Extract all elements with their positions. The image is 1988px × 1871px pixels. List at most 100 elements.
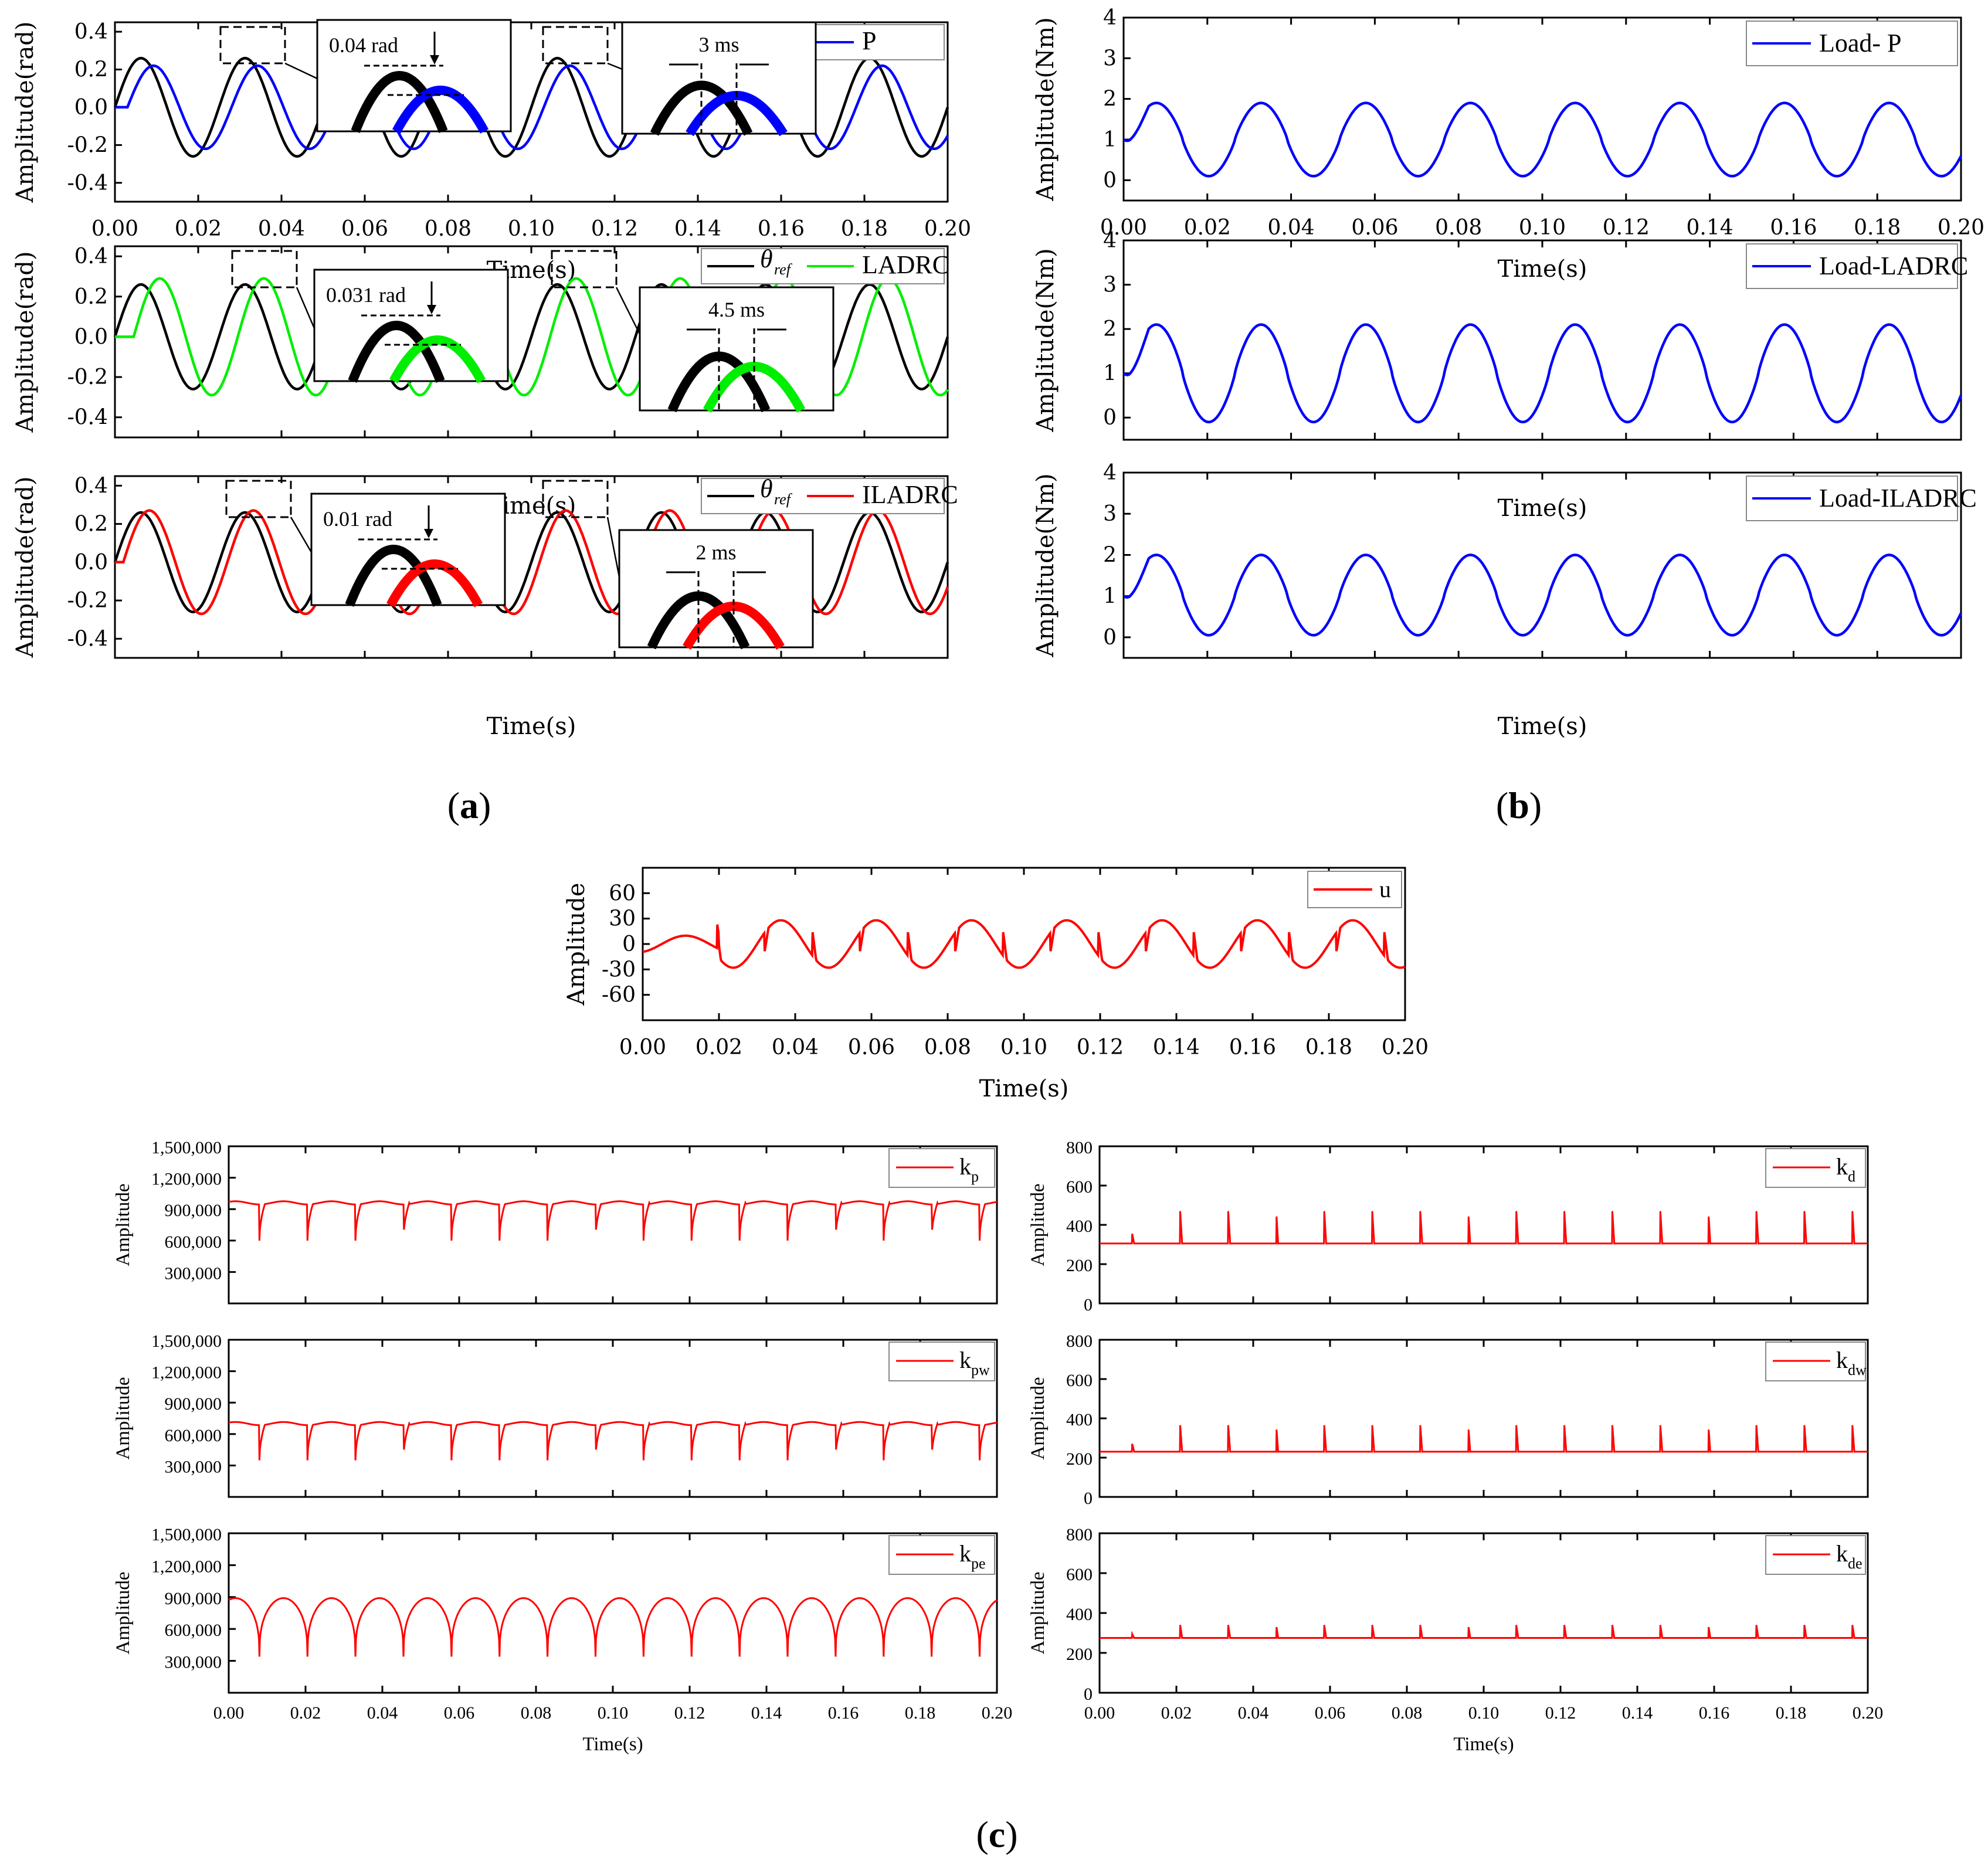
x-tick-label: 0.16 [1770,216,1817,240]
arrow-head [427,305,436,314]
y-tick-label: 3 [1103,273,1117,297]
x-tick-label: 0.00 [619,1035,666,1060]
y-axis-label: Amplitude(rad) [12,22,39,203]
x-tick-label: 0.16 [828,1703,859,1723]
y-tick-label: 600 [1066,1565,1093,1584]
y-tick-label: 600,000 [165,1621,222,1640]
inset-pointer [284,62,318,80]
y-axis-label: Amplitude [1027,1183,1049,1266]
x-tick-label: 0.12 [1545,1703,1576,1723]
y-tick-label: -0.4 [67,627,108,651]
inset-time-delay: 4.5 ms [615,286,834,413]
y-tick-label: 300,000 [165,1264,222,1283]
legend-sub: de [1848,1555,1863,1572]
chart-c_kpe: 0.00 0.02 0.04 0.06 0.08 0.10 0.12 0.14 0.16 0.18… [113,1525,1012,1755]
y-tick-label: 4 [1103,461,1117,485]
chart-a3: -0.4 -0.2 0.0 0.2 0.4 Amplitude(rad) Time(s) θ r… [12,474,958,740]
chart-a1: 0.00 0.02 0.04 0.06 0.08 0.10 0.12 0.14 0.16 0.18… [12,19,971,284]
y-tick-label: 600 [1066,1177,1093,1197]
y-tick-label: 1 [1103,362,1117,386]
x-tick-label: 0.10 [1519,216,1566,240]
gain-line [1100,1211,1868,1245]
y-tick-label: 200 [1066,1449,1093,1469]
x-tick-label: 0.10 [508,217,555,241]
y-axis-label: Amplitude [1027,1377,1049,1459]
inset-ref-peak [351,71,448,133]
zoom-marker [551,250,618,288]
legend-label: Load-LADRC [1819,252,1968,280]
x-tick-label: 0.08 [1392,1703,1423,1723]
y-tick-label: 600,000 [165,1426,222,1445]
inset-amplitude-error: 0.04 rad [284,19,512,134]
y-tick-label: -0.2 [67,133,108,157]
y-tick-label: 0.2 [74,512,108,536]
legend-label: k [1836,1540,1848,1567]
legend-label: LADRC [862,250,949,279]
arrow-head [430,55,439,64]
inset-ctrl-peak [386,559,483,607]
y-tick-label: 0.4 [74,245,108,269]
x-tick-label: 0.08 [425,217,471,241]
inset-ctrl-peak [389,335,486,383]
legend-ref-sub: ref [774,491,793,508]
y-axis-label: Amplitude(rad) [12,477,39,658]
y-tick-label: 200 [1066,1256,1093,1275]
inset-pointer [606,517,620,578]
x-tick-label: 0.06 [444,1703,475,1723]
x-tick-label: 0.06 [848,1035,895,1060]
time-delay-label: 2 ms [696,541,736,564]
legend-label: Load- P [1819,29,1902,57]
y-tick-label: 0.0 [74,551,108,575]
plot-frame [1098,1532,1869,1694]
x-tick-label: 0.04 [367,1703,398,1723]
y-tick-label: 0 [1084,1489,1093,1508]
inset-amplitude-error: 0.031 rad [296,269,509,383]
y-tick-label: 0.2 [74,285,108,309]
y-tick-label: 800 [1066,1332,1093,1351]
x-tick-label: 0.20 [1938,216,1984,240]
zoom-marker [225,480,292,518]
chart-c_kp: 300,000 600,000 900,000 1,200,000 1,500,000 A… [113,1138,998,1305]
x-tick-label: 0.14 [674,217,721,241]
inset-pointer [290,517,313,553]
x-tick-label: 0.18 [1854,216,1901,240]
legend-label: k [959,1540,971,1567]
gain-line [228,1200,998,1241]
x-tick-label: 0.12 [591,217,638,241]
zoom-marker [542,480,609,518]
y-tick-label: 3 [1103,46,1117,70]
y-tick-label: 1,200,000 [151,1170,222,1189]
y-tick-label: 900,000 [165,1201,222,1220]
load-torque-line [1122,554,1963,637]
y-tick-label: -0.2 [67,589,108,613]
x-tick-label: 0.02 [290,1703,321,1723]
y-tick-label: 400 [1066,1605,1093,1624]
x-tick-label: 0.02 [175,217,222,241]
legend-label: P [862,26,876,55]
x-axis-label: Time(s) [1498,713,1587,740]
y-tick-label: 1,500,000 [151,1332,222,1351]
legend: θ ref LADRC [701,245,949,284]
legend-label: k [1836,1347,1848,1373]
legend-label: u [1379,876,1391,902]
x-tick-label: 0.04 [772,1035,819,1060]
legend-ref-label: θ [760,474,773,503]
y-tick-label: 0 [1103,626,1117,650]
amplitude-error-label: 0.01 rad [323,507,392,531]
y-tick-label: 900,000 [165,1589,222,1608]
x-tick-label: 0.14 [1153,1035,1200,1060]
legend-sub: pe [971,1555,986,1572]
x-tick-label: 0.20 [1382,1035,1429,1060]
series-reference-line [113,56,949,158]
chart-b1: 0.00 0.02 0.04 0.06 0.08 0.10 0.12 0.14 0.16 0.18… [1032,6,1984,283]
legend: u [1307,871,1402,908]
y-tick-label: -0.4 [67,171,108,195]
y-tick-label: 200 [1066,1645,1093,1664]
legend-sub: pw [971,1361,990,1378]
x-tick-label: 0.14 [751,1703,782,1723]
inset-amplitude-error: 0.01 rad [290,493,506,607]
x-tick-label: 0.10 [1468,1703,1500,1723]
zoom-marker [542,26,609,64]
